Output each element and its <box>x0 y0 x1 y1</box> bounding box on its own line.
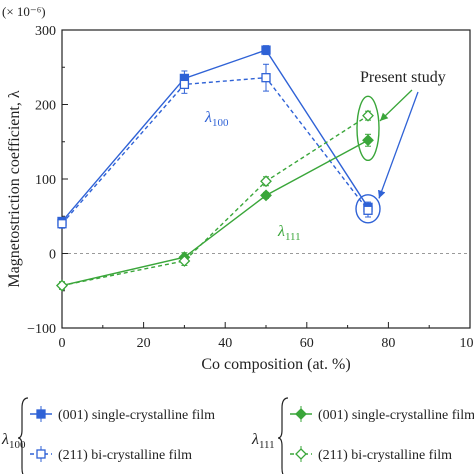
series-line <box>61 49 369 222</box>
legend-swatch-1 <box>290 446 312 462</box>
data-point <box>363 205 373 215</box>
y-tick-label: 300 <box>35 24 56 39</box>
legend-subscript: 100 <box>9 439 26 451</box>
x-tick-label: 0 <box>59 336 66 351</box>
legend-entry-label: (001) single-crystalline film <box>58 408 215 423</box>
data-point <box>362 134 374 147</box>
legend-group-symbol: λ111 <box>251 431 275 451</box>
series-3 <box>56 109 374 292</box>
x-tick-label: 100 <box>460 336 474 351</box>
legend-entry-label: (211) bi-crystalline film <box>58 448 192 463</box>
series-line <box>61 139 369 287</box>
legend-brace <box>17 397 29 474</box>
data-point <box>57 219 67 229</box>
data-point <box>179 79 190 90</box>
legend-lambda: λ <box>1 431 9 448</box>
lambda-111-label: λ111 <box>277 223 301 243</box>
x-tick-label: 80 <box>381 336 395 351</box>
y-tick-label: 100 <box>35 173 56 188</box>
legend: λ100(001) single-crystalline film(211) b… <box>1 397 474 474</box>
x-tick-label: 60 <box>300 336 314 351</box>
data-point <box>261 73 271 83</box>
arrow-to-green <box>379 89 413 122</box>
lambda-111-label-symbol: λ <box>277 223 285 240</box>
x-tick-label: 20 <box>137 336 151 351</box>
y-unit-label: (× 10⁻⁶) <box>2 4 46 19</box>
x-tick-label: 40 <box>218 336 232 351</box>
data-point <box>261 45 271 55</box>
data-point <box>56 279 68 292</box>
legend-swatch-1 <box>30 446 52 462</box>
series-line <box>61 115 369 287</box>
lambda-100-label-subscript: 100 <box>212 117 229 129</box>
series-2 <box>56 133 374 292</box>
legend-swatch-0 <box>30 406 52 422</box>
lambda-111-label-subscript: 111 <box>285 231 301 243</box>
legend-marker <box>36 409 46 419</box>
legend-marker <box>295 408 307 420</box>
data-point <box>178 255 191 267</box>
series-line <box>61 76 369 225</box>
legend-subscript: 111 <box>259 439 275 451</box>
legend-group-1: λ111 (001) single-crystalline film (211) b… <box>251 397 474 474</box>
present-study-circle-blue <box>355 194 381 224</box>
arrow-to-blue <box>378 91 419 199</box>
x-axis-label: Co composition (at. %) <box>201 356 350 373</box>
y-tick-label: 0 <box>49 248 56 263</box>
present-study-label: Present study <box>360 69 446 86</box>
series-layer <box>56 45 374 292</box>
y-tick-label: −100 <box>27 322 56 337</box>
data-point <box>260 189 272 202</box>
legend-swatch-0 <box>290 406 312 422</box>
legend-marker <box>36 449 46 459</box>
lambda-100-label-symbol: λ <box>204 109 212 126</box>
data-point <box>362 109 374 122</box>
legend-entry-label: (211) bi-crystalline film <box>318 448 452 463</box>
legend-entry-label: (001) single-crystalline film <box>318 408 474 423</box>
lambda-100-label: λ100 <box>204 109 229 129</box>
legend-lambda: λ <box>251 431 259 448</box>
present-study-circle-green <box>356 95 380 162</box>
y-axis-label: Magnetostriction coefficient, λ <box>6 90 23 287</box>
legend-marker <box>295 448 307 460</box>
legend-group-0: λ100 (001) single-crystalline film (211) b… <box>1 397 215 474</box>
axes: −1000100200300020406080100Co composition… <box>2 4 474 373</box>
data-point <box>260 175 272 188</box>
series-0 <box>57 45 373 227</box>
y-tick-label: 200 <box>35 99 56 114</box>
legend-brace <box>277 397 289 474</box>
series-1 <box>57 63 373 229</box>
